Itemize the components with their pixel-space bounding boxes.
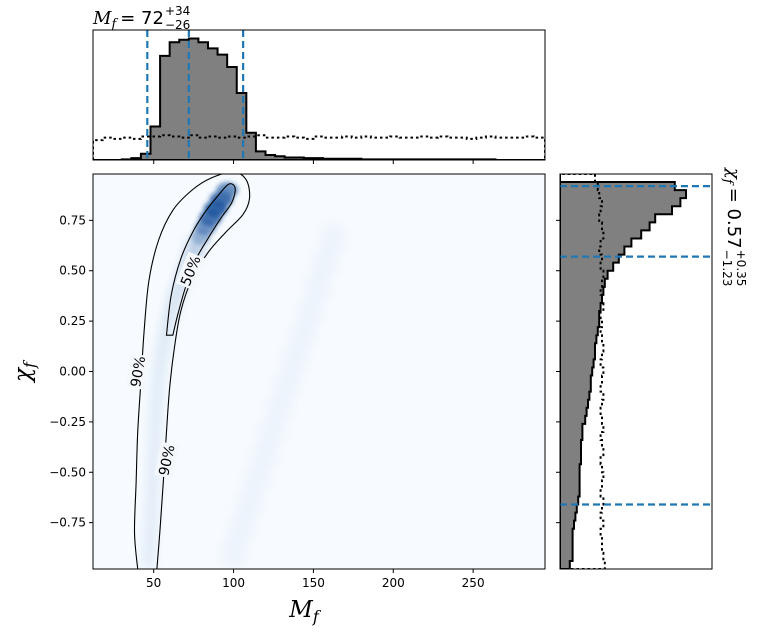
- x-tick-label: 150: [302, 576, 325, 590]
- contour-label: 90%: [156, 443, 178, 477]
- right-prior-histogram: [560, 174, 606, 569]
- density-faint-blob: [273, 367, 302, 400]
- y-tick-label: −0.25: [49, 415, 86, 429]
- x-tick-label: 250: [462, 576, 485, 590]
- x-tick-label: 50: [146, 576, 161, 590]
- contour-label-bg: [154, 441, 179, 479]
- density-faint-blob: [288, 319, 317, 352]
- right-title-lower: −1.23: [720, 250, 734, 287]
- main-ylabel-sub: f: [20, 359, 39, 369]
- main-ylabel-base: χ: [10, 366, 36, 384]
- y-tick-label: 0.25: [59, 314, 86, 328]
- top-panel-title: Mf = 72+34 −26: [92, 4, 190, 32]
- top-title-upper: +34: [165, 4, 190, 18]
- density-faint-blob: [296, 295, 325, 328]
- density-heatmap: [141, 182, 348, 569]
- right-title-median: = 0.57: [723, 188, 744, 249]
- density-faint-blob: [257, 415, 286, 448]
- main-xlabel-sub: f: [312, 607, 322, 626]
- density-blob: [216, 182, 239, 199]
- y-tick-label: −0.50: [49, 465, 86, 479]
- x-tick-label: 100: [222, 576, 245, 590]
- density-faint-blob: [303, 270, 332, 303]
- top-histogram-panel: Mf = 72+34 −26: [92, 4, 546, 164]
- top-panel-frame: [92, 29, 546, 161]
- top-title-base: M: [92, 8, 112, 29]
- top-title-sub: f: [110, 17, 118, 32]
- right-title-sub: f: [720, 178, 735, 186]
- contour-label: 90%: [128, 355, 149, 388]
- density-faint-blob: [234, 488, 263, 521]
- main-y-ticks: 0.75 0.50 0.25 0.00 −0.25 −0.50 −0.75: [49, 213, 93, 530]
- main-xlabel-base: M: [288, 597, 314, 623]
- main-x-axis-label: Mf: [288, 597, 322, 626]
- main-density-panel: 90%90%50% 50 100 150 200 250 0.750.500.250.0…: [10, 173, 546, 626]
- right-title-base: χ: [723, 166, 744, 180]
- right-posterior-histogram: [560, 174, 687, 569]
- top-posterior-histogram: [93, 37, 545, 160]
- top-prior-histogram: [93, 134, 545, 160]
- top-panel-ticks: [153, 160, 474, 164]
- density-faint-blob: [265, 391, 294, 424]
- density-faint-blob: [219, 536, 248, 569]
- right-quantile-lines: [560, 184, 712, 506]
- y-tick-label: −0.75: [49, 516, 86, 530]
- main-y-axis-label: χf: [10, 359, 39, 384]
- contour-label-bg: [175, 251, 206, 290]
- density-faint-blob: [227, 512, 256, 545]
- x-tick-label: 200: [382, 576, 405, 590]
- top-title-lower: −26: [165, 18, 190, 32]
- right-title-upper: +0.35: [734, 250, 748, 287]
- main-panel-background: [93, 174, 545, 569]
- density-faint-blob: [319, 222, 348, 255]
- density-faint-blob: [280, 343, 309, 376]
- main-x-ticks: 50 100 150 200 250: [146, 569, 485, 590]
- density-faint-blob: [311, 246, 340, 279]
- right-panel-title: χf = 0.57+0.35−1.23: [720, 166, 748, 286]
- y-tick-label: 0.75: [59, 213, 86, 227]
- right-panel-ticks: [556, 219, 560, 524]
- y-tick-label: 0.00: [59, 365, 86, 379]
- right-histogram-panel: χf = 0.57+0.35−1.23: [556, 166, 748, 570]
- density-faint-blob: [250, 440, 279, 473]
- contour-label-bg: [125, 353, 150, 390]
- top-title-median: = 72: [120, 8, 164, 29]
- y-tick-label: 0.50: [59, 264, 86, 278]
- density-faint-blob: [242, 464, 271, 497]
